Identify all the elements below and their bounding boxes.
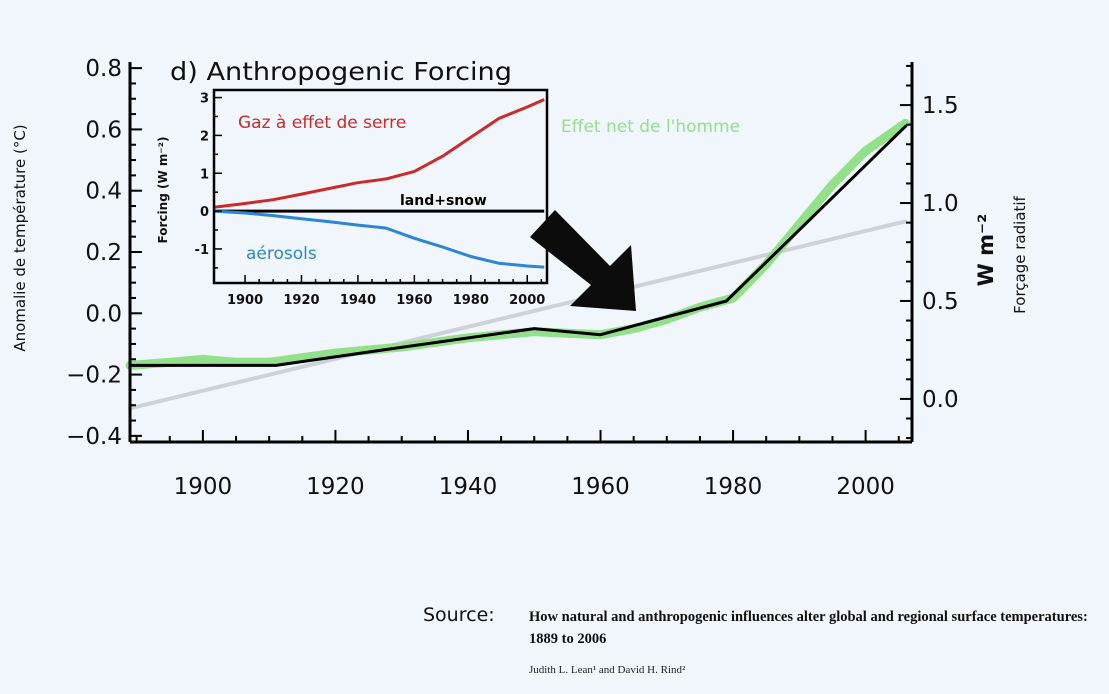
inset-x-tick-label: 2000 (509, 293, 545, 308)
y-left-tick-label: 0.0 (85, 301, 122, 327)
y-left-tick-label: 0.8 (85, 56, 122, 82)
inset-y-tick-label: 3 (200, 92, 209, 107)
inset-series-line-2 (213, 209, 545, 269)
inset-y-tick-label: 0 (200, 205, 209, 220)
main-series (125, 118, 910, 411)
y-left-tick-label: −0.2 (66, 363, 122, 389)
series-line-1 (128, 124, 907, 367)
inset-x-tick-label: 1920 (283, 293, 319, 308)
x-tick-label: 2000 (836, 474, 895, 500)
source-authors: Judith L. Lean¹ and David H. Rind² (529, 664, 686, 676)
inset-series-line-0 (213, 98, 545, 209)
x-tick-label: 1920 (306, 474, 365, 500)
y-left-tick-label: 0.4 (85, 179, 122, 205)
inset-y-axis-label: Forcing (W m⁻²) (156, 137, 170, 244)
inset-y-tick-label: 1 (200, 167, 209, 182)
y-right-axis-label: Forçage radiatif (1011, 195, 1029, 313)
inset-x-tick-label: 1960 (396, 293, 432, 308)
y-left-tick-label: −0.4 (66, 424, 122, 450)
inset-y-tick-label: -1 (195, 243, 209, 258)
x-tick-label: 1960 (571, 474, 630, 500)
y-right-tick-label: 0.5 (922, 289, 959, 315)
inset-y-tick-label: 2 (200, 129, 209, 144)
x-tick-label: 1940 (439, 474, 498, 500)
source-label: Source: (423, 604, 495, 626)
inset-series (213, 98, 545, 269)
y-left-tick-label: 0.6 (85, 117, 122, 143)
inset-x-tick-label: 1900 (227, 293, 263, 308)
main-axes: 1900 1920 1940 1960 1980 2000 0.8 0.6 0.4 0.2 0.0 −… (66, 56, 958, 500)
source-title: How natural and anthropogenic influences… (529, 609, 1088, 647)
y-left-axis-label: Anomalie de température (°C) (11, 124, 29, 351)
inset-x-tick-label: 1980 (453, 293, 489, 308)
x-tick-label: 1900 (174, 474, 233, 500)
inset-legend-landsnow: land+snow (400, 193, 487, 209)
y-right-tick-label: 0.0 (922, 387, 959, 413)
inset-axes: 1900 1920 1940 1960 1980 2000 3 2 1 0 -1 (195, 88, 549, 308)
legend-net-effect: Effet net de l'homme (561, 117, 740, 137)
arrow-down-right-icon (530, 210, 636, 311)
y-right-axis-units: W m⁻² (974, 214, 998, 287)
y-left-tick-label: 0.2 (85, 240, 122, 266)
x-tick-label: 1980 (704, 474, 763, 500)
inset-title: d) Anthropogenic Forcing (170, 57, 512, 86)
y-right-tick-label: 1.5 (922, 93, 959, 119)
inset-x-tick-label: 1940 (340, 293, 376, 308)
inset-legend-ghg: Gaz à effet de serre (238, 113, 406, 133)
inset-frame (212, 88, 549, 285)
y-right-tick-label: 1.0 (922, 191, 959, 217)
inset-legend-aerosols: aérosols (246, 244, 317, 264)
